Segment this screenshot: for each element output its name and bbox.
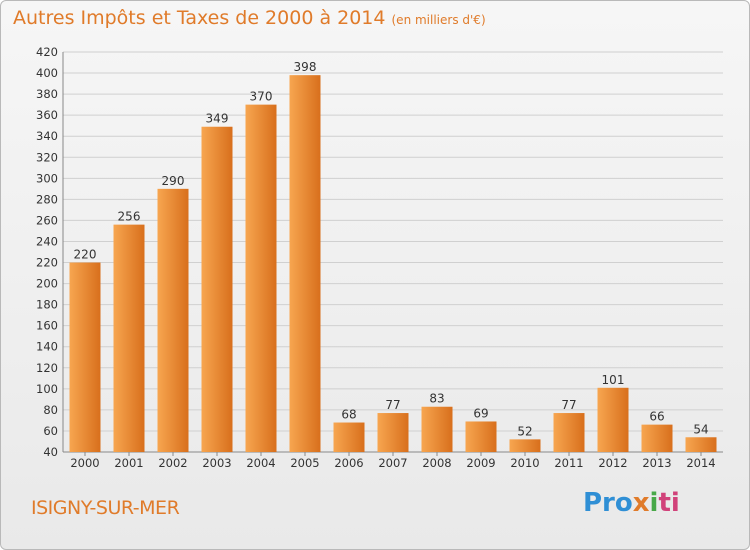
bars bbox=[69, 75, 717, 452]
y-tick-label: 220 bbox=[36, 256, 58, 270]
y-tick-label: 380 bbox=[36, 87, 58, 101]
bar-2009 bbox=[465, 421, 497, 452]
y-tick-label: 280 bbox=[36, 192, 58, 206]
y-tick-label: 400 bbox=[36, 66, 58, 80]
bar-value-label: 83 bbox=[429, 392, 444, 406]
y-tick-label: 300 bbox=[36, 171, 58, 185]
x-tick-label: 2002 bbox=[158, 456, 187, 470]
x-tick-label: 2010 bbox=[510, 456, 539, 470]
x-tick-label: 2014 bbox=[686, 456, 715, 470]
y-tick-label: 40 bbox=[43, 445, 58, 459]
bar-2003 bbox=[201, 126, 233, 452]
y-tick-label: 260 bbox=[36, 213, 58, 227]
y-tick-label: 180 bbox=[36, 298, 58, 312]
x-tick-label: 2008 bbox=[422, 456, 451, 470]
bar-value-label: 349 bbox=[206, 112, 229, 126]
bar-value-label: 256 bbox=[118, 210, 141, 224]
chart-title-text: Autres Impôts et Taxes de 2000 à 2014 bbox=[13, 7, 386, 29]
bar-value-label: 290 bbox=[162, 174, 185, 188]
x-tick-label: 2005 bbox=[290, 456, 319, 470]
bar-value-label: 77 bbox=[385, 398, 400, 412]
bar-value-label: 220 bbox=[74, 248, 97, 262]
y-tick-label: 240 bbox=[36, 234, 58, 248]
bar-2004 bbox=[245, 104, 277, 452]
y-tick-label: 140 bbox=[36, 340, 58, 354]
bar-2008 bbox=[421, 406, 453, 452]
y-tick-label: 80 bbox=[43, 403, 58, 417]
bar-2000 bbox=[69, 262, 101, 452]
chart-subtitle: (en milliers d'€) bbox=[391, 13, 486, 27]
x-tick-label: 2013 bbox=[642, 456, 671, 470]
x-tick-label: 2000 bbox=[70, 456, 99, 470]
x-tick-label: 2012 bbox=[598, 456, 627, 470]
chart-title: Autres Impôts et Taxes de 2000 à 2014 (en… bbox=[13, 7, 486, 29]
bar-2006 bbox=[333, 422, 365, 452]
x-axis-ticks: 2000 2001 2002 2003 2004 2005 2006 2007 2008 2009… bbox=[70, 452, 716, 470]
x-tick-label: 2004 bbox=[246, 456, 275, 470]
data-labels: 220 256 290 349 370 398 68 77 83 69 52 77 101 66 54 bbox=[74, 60, 709, 438]
y-tick-label: 60 bbox=[43, 424, 58, 438]
bar-2001 bbox=[113, 224, 145, 452]
y-tick-label: 160 bbox=[36, 319, 58, 333]
y-tick-label: 320 bbox=[36, 150, 58, 164]
bar-value-label: 66 bbox=[649, 410, 664, 424]
bar-value-label: 77 bbox=[561, 398, 576, 412]
x-tick-label: 2003 bbox=[202, 456, 231, 470]
x-tick-label: 2011 bbox=[554, 456, 583, 470]
bar-value-label: 52 bbox=[517, 424, 532, 438]
y-tick-label: 200 bbox=[36, 277, 58, 291]
y-tick-label: 420 bbox=[36, 45, 58, 59]
x-tick-label: 2001 bbox=[114, 456, 143, 470]
y-tick-label: 340 bbox=[36, 129, 58, 143]
proxiti-logo: Proxiti bbox=[583, 488, 680, 518]
bar-value-label: 398 bbox=[294, 60, 317, 74]
bar-2014 bbox=[685, 437, 717, 452]
bar-2013 bbox=[641, 424, 673, 452]
x-tick-label: 2007 bbox=[378, 456, 407, 470]
bar-2011 bbox=[553, 413, 585, 452]
bar-value-label: 370 bbox=[250, 90, 273, 104]
y-tick-label: 360 bbox=[36, 108, 58, 122]
bar-2010 bbox=[509, 439, 541, 452]
x-tick-label: 2006 bbox=[334, 456, 363, 470]
bar-2005 bbox=[289, 75, 321, 452]
bar-value-label: 68 bbox=[341, 408, 356, 422]
y-axis-ticks: 40 60 80 100 120 140 160 180 200 220 240 260 280 300 3… bbox=[36, 45, 58, 459]
bar-value-label: 101 bbox=[602, 373, 625, 387]
y-tick-label: 100 bbox=[36, 382, 58, 396]
bar-value-label: 54 bbox=[693, 422, 708, 436]
y-tick-label: 120 bbox=[36, 361, 58, 375]
bar-2002 bbox=[157, 188, 189, 452]
bar-2012 bbox=[597, 387, 629, 452]
bar-2007 bbox=[377, 413, 409, 452]
bar-value-label: 69 bbox=[473, 406, 488, 420]
x-tick-label: 2009 bbox=[466, 456, 495, 470]
place-name: ISIGNY-SUR-MER bbox=[31, 497, 180, 519]
